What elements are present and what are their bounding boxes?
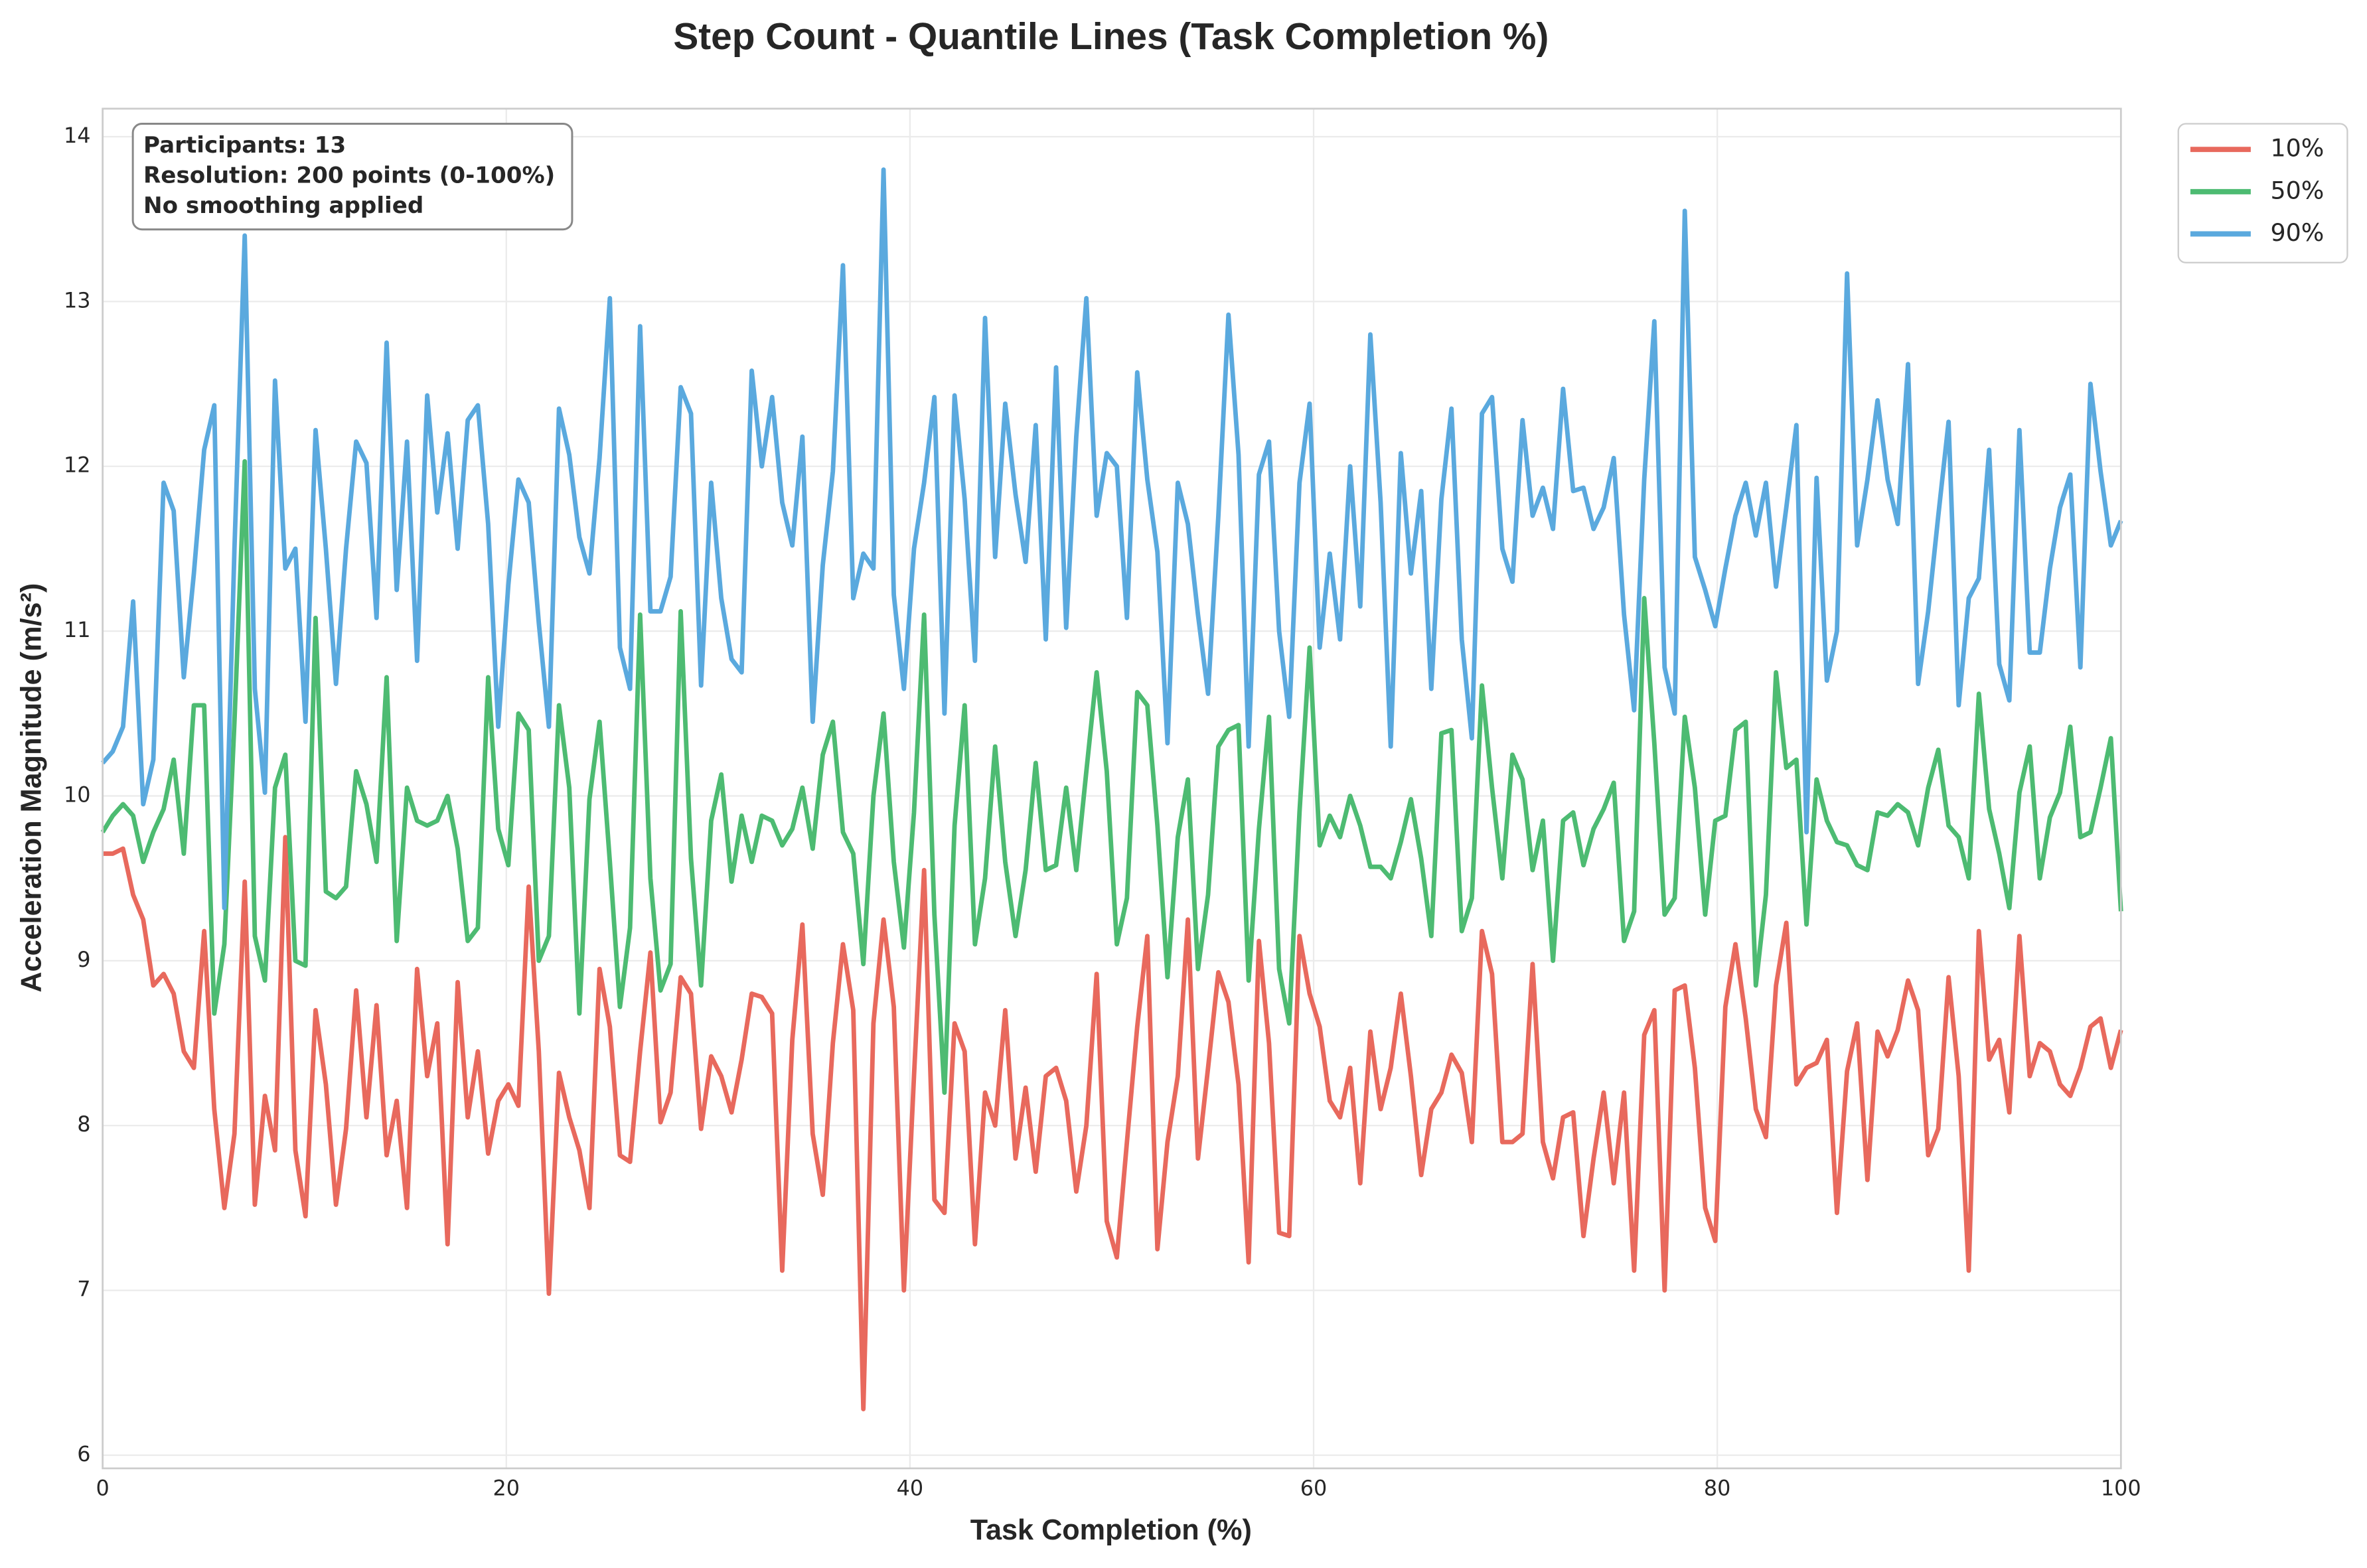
annotation-box xyxy=(131,123,573,231)
y-tick-label: 10 xyxy=(64,782,91,807)
lines xyxy=(100,167,2123,1411)
legend: 10% 50% 90% xyxy=(2190,134,2324,247)
legend-box xyxy=(2177,123,2348,263)
y-tick-label: 13 xyxy=(64,287,91,313)
series-line xyxy=(101,167,2123,910)
y-tick-label: 7 xyxy=(77,1277,90,1302)
x-tick-label: 40 xyxy=(897,1476,924,1501)
legend-label: 10% xyxy=(2270,134,2324,163)
y-tick-label: 9 xyxy=(77,947,90,972)
annotation-line: Resolution: 200 points (0-100%) xyxy=(143,163,555,189)
x-axis-label: Task Completion (%) xyxy=(970,1514,1252,1546)
chart-title: Step Count - Quantile Lines (Task Comple… xyxy=(673,16,1549,58)
x-tick-label: 100 xyxy=(2101,1476,2141,1501)
x-tick-label: 0 xyxy=(96,1476,110,1501)
x-tick-label: 80 xyxy=(1704,1476,1731,1501)
grid: 6 7 8 9 10 11 12 13 14 0 20 40 60 80 100 xyxy=(64,108,2141,1501)
y-tick-label: 14 xyxy=(64,123,91,148)
y-tick-label: 8 xyxy=(77,1111,90,1137)
y-tick-label: 12 xyxy=(64,453,91,478)
series-line xyxy=(100,459,2123,1095)
x-tick-label: 20 xyxy=(493,1476,520,1501)
annotation-line: Participants: 13 xyxy=(143,132,346,159)
x-tick-label: 60 xyxy=(1300,1476,1328,1501)
series-line xyxy=(102,835,2123,1411)
y-axis-label: Acceleration Magnitude (m/s²) xyxy=(15,583,47,993)
annotation-line: No smoothing applied xyxy=(143,192,423,219)
legend-label: 90% xyxy=(2270,218,2324,247)
y-tick-label: 6 xyxy=(77,1441,90,1466)
y-tick-label: 11 xyxy=(64,617,91,642)
legend-label: 50% xyxy=(2270,176,2324,204)
plot-frame xyxy=(102,107,2122,1470)
